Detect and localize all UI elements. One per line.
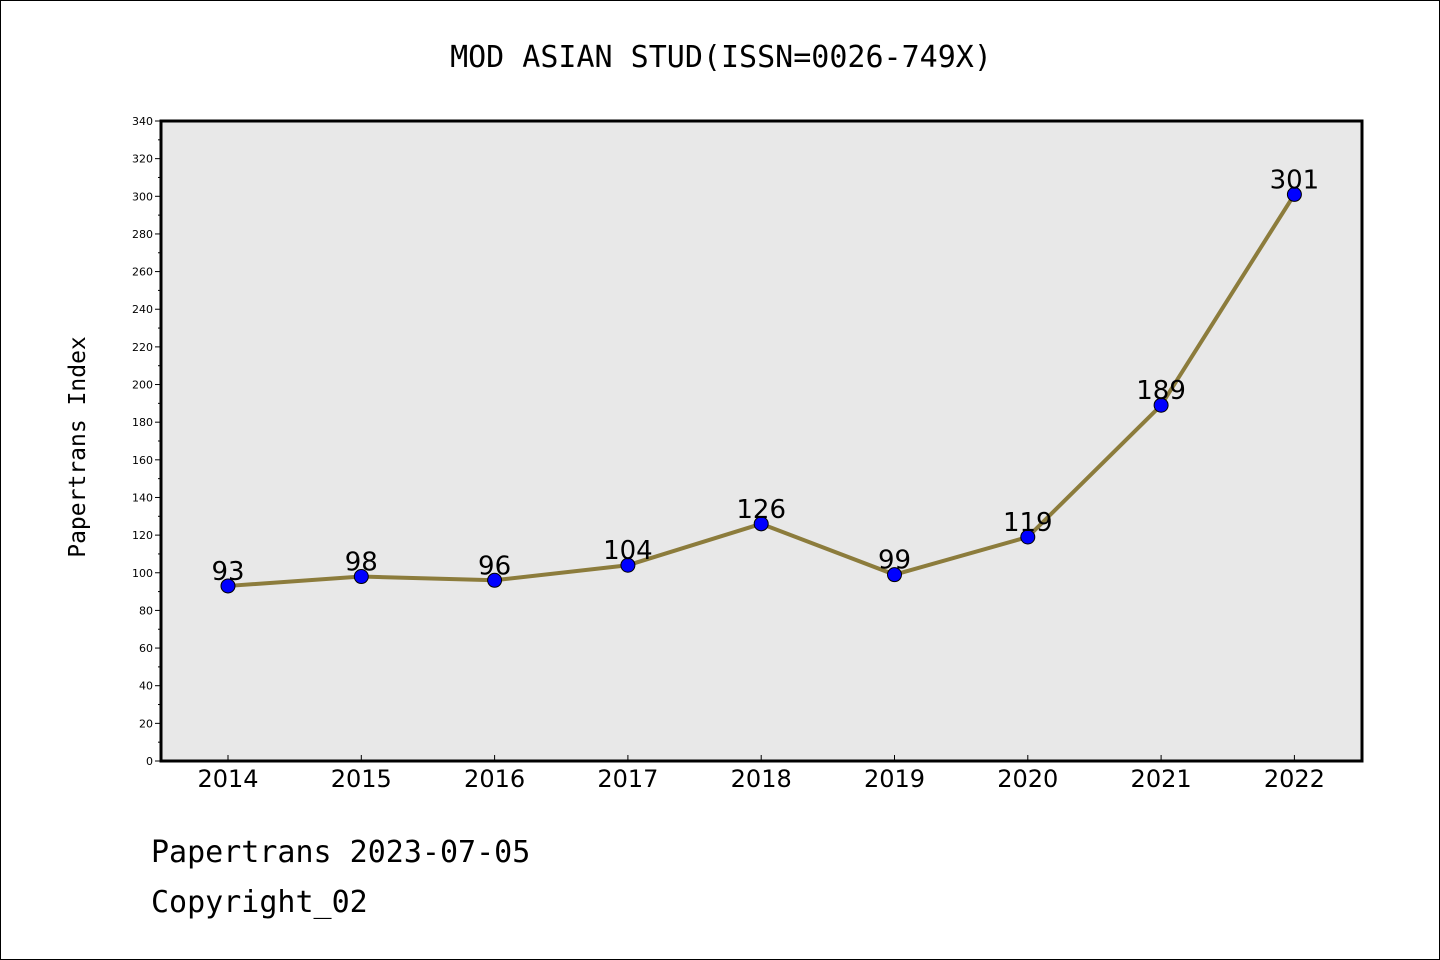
data-label: 301 xyxy=(1270,165,1320,195)
y-tick-label: 160 xyxy=(132,454,153,467)
x-tick-label: 2019 xyxy=(864,765,925,793)
footer-date-credit: Papertrans 2023-07-05 xyxy=(151,835,531,870)
x-tick-label: 2017 xyxy=(597,765,658,793)
y-tick-label: 300 xyxy=(132,190,153,203)
y-tick-label: 60 xyxy=(139,642,153,655)
x-tick-label: 2018 xyxy=(731,765,792,793)
footer-copyright: Copyright_02 xyxy=(151,885,368,920)
data-label: 189 xyxy=(1136,376,1186,406)
y-tick-label: 180 xyxy=(132,416,153,429)
data-label: 93 xyxy=(211,557,244,587)
data-point-marker xyxy=(1153,397,1169,413)
data-label: 126 xyxy=(736,495,786,525)
y-tick-label: 120 xyxy=(132,529,153,542)
x-tick-label: 2021 xyxy=(1131,765,1192,793)
x-tick-label: 2015 xyxy=(331,765,392,793)
data-point-marker xyxy=(487,572,503,588)
data-point-marker xyxy=(620,557,636,573)
data-label: 104 xyxy=(603,536,653,566)
y-tick-label: 80 xyxy=(139,604,153,617)
y-tick-label: 200 xyxy=(132,379,153,392)
x-tick-label: 2014 xyxy=(197,765,258,793)
y-tick-label: 0 xyxy=(146,755,153,768)
x-axis: 2014 2015 2016 2017 2018 2019 2020 2021 2022 xyxy=(197,755,1325,793)
y-tick-label: 140 xyxy=(132,491,153,504)
data-point-marker xyxy=(1286,186,1302,202)
data-label-layer: 93 98 96 104 126 99 119 189 301 xyxy=(211,165,1319,587)
y-tick-label: 340 xyxy=(132,115,153,128)
data-point-marker xyxy=(220,578,236,594)
y-tick-label: 240 xyxy=(132,303,153,316)
marker-layer xyxy=(220,186,1302,594)
y-tick-label: 20 xyxy=(139,717,153,730)
plot-area xyxy=(159,119,1364,763)
data-label: 96 xyxy=(478,551,511,581)
y-tick-label: 220 xyxy=(132,341,153,354)
y-tick-label: 280 xyxy=(132,228,153,241)
y-axis: 0 20 40 60 80 100 120 140 160 180 200 220 240 260 280 3… xyxy=(132,115,161,768)
data-label: 98 xyxy=(345,548,378,578)
x-tick-label: 2016 xyxy=(464,765,525,793)
data-point-marker xyxy=(887,567,902,583)
y-tick-label: 40 xyxy=(139,680,153,693)
data-label: 99 xyxy=(878,546,911,576)
data-label: 119 xyxy=(1003,508,1053,538)
x-tick-label: 2020 xyxy=(997,765,1058,793)
y-tick-label: 260 xyxy=(132,266,153,279)
x-tick-label: 2022 xyxy=(1264,765,1325,793)
data-point-marker xyxy=(1020,529,1036,545)
chart-title: MOD ASIAN STUD(ISSN=0026-749X) xyxy=(450,40,992,75)
y-tick-label: 320 xyxy=(132,153,153,166)
data-point-marker xyxy=(753,516,769,532)
y-axis-label: Papertrans Index xyxy=(65,336,91,558)
data-point-marker xyxy=(353,569,369,585)
y-tick-label: 100 xyxy=(132,567,153,580)
